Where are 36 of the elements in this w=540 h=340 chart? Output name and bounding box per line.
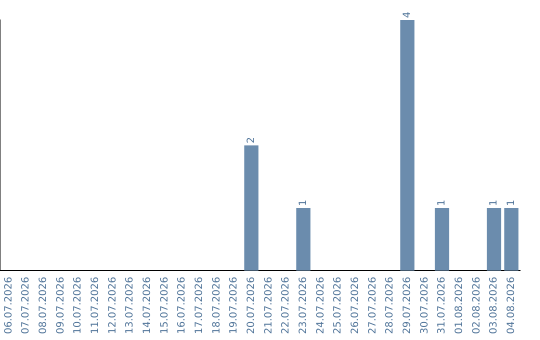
data-label: 1	[436, 200, 448, 206]
x-tick-label: 03.08.2026	[488, 276, 500, 334]
x-tick-label: 21.07.2026	[263, 276, 274, 334]
x-tick-label: 10.07.2026	[72, 276, 84, 334]
data-label: 1	[298, 200, 309, 206]
x-tick-label: 20.07.2026	[246, 276, 257, 334]
x-tick-label: 31.07.2026	[436, 276, 448, 334]
x-tick-label: 26.07.2026	[350, 276, 361, 334]
x-tick-label: 15.07.2026	[159, 276, 170, 334]
x-tick-label: 18.07.2026	[211, 276, 222, 334]
x-tick-label: 01.08.2026	[454, 276, 465, 334]
x-tick-label: 13.07.2026	[124, 276, 136, 334]
x-tick-label: 30.07.2026	[419, 276, 430, 334]
data-label: 2	[246, 136, 257, 144]
data-label: 1	[488, 200, 500, 206]
x-tick-label: 23.07.2026	[298, 276, 309, 334]
x-tick-label: 09.07.2026	[55, 276, 66, 334]
x-tick-label: 02.08.2026	[471, 276, 482, 334]
data-label: 4	[402, 12, 413, 18]
x-tick-label: 22.07.2026	[280, 276, 292, 334]
x-tick-label: 28.07.2026	[384, 276, 396, 334]
x-tick-label: 17.07.2026	[194, 276, 205, 334]
x-tick-label: 14.07.2026	[142, 276, 153, 334]
x-tick-label: 27.07.2026	[367, 276, 378, 334]
x-tick-label: 08.07.2026	[38, 276, 49, 334]
x-tick-label: 12.07.2026	[107, 276, 118, 334]
data-label: 1	[506, 200, 517, 206]
x-tick-label: 25.07.2026	[332, 276, 344, 334]
x-tick-label: 07.07.2026	[20, 276, 32, 334]
x-tick-label: 19.07.2026	[228, 276, 240, 334]
x-tick-label: 06.07.2026	[3, 276, 14, 334]
x-tick-label: 16.07.2026	[176, 276, 188, 334]
x-tick-label: 24.07.2026	[315, 276, 326, 334]
x-tick-label: 04.08.2026	[506, 276, 517, 334]
x-tick-label: 29.07.2026	[402, 276, 413, 334]
x-tick-label: 11.07.2026	[90, 276, 101, 334]
